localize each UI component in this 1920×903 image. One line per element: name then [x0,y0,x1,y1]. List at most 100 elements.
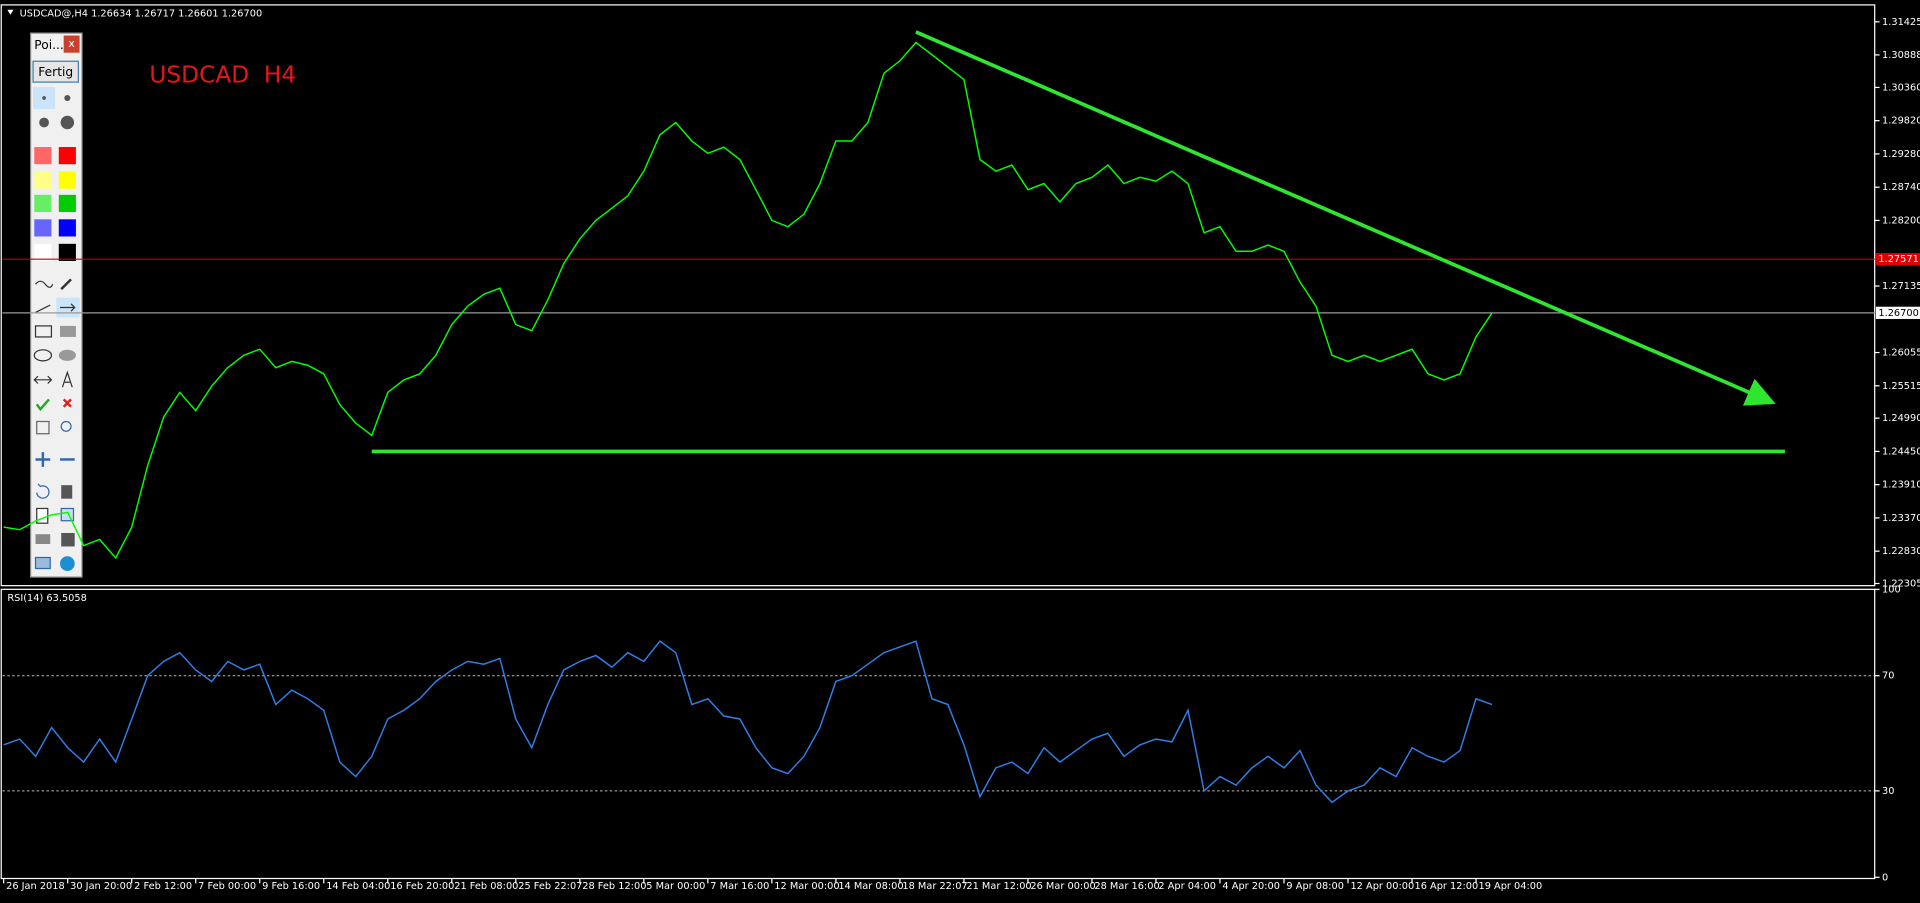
rsi-panel [0,588,1876,880]
tool-info[interactable] [60,556,75,571]
tool-print[interactable] [35,534,51,545]
tool-new[interactable] [36,507,49,524]
y-tick-label: 1.24450 [1882,446,1920,457]
x-tick-label: 16 Feb 20:00 [390,881,454,892]
toolbox: Poi... x Fertig [30,32,83,578]
x-tick-label: 28 Mar 16:00 [1094,881,1159,892]
x-tick-label: 26 Jan 2018 [6,881,65,892]
close-button[interactable] [63,35,80,53]
series-line [3,41,1493,560]
tool-ellipse-fill[interactable] [58,349,76,361]
x-tick-label: 18 Mar 22:07 [902,881,967,892]
x-tick-label: 21 Feb 08:00 [454,881,518,892]
series-line [3,640,1493,804]
y-tick-label: 1.28740 [1882,182,1920,193]
x-tick-label: 19 Apr 04:00 [1478,881,1542,892]
tool-line[interactable] [35,304,51,313]
x-tick-label: 2 Apr 04:00 [1158,881,1216,892]
y-tick-label: 1.29280 [1882,149,1920,160]
y-tick-label: 30 [1882,786,1894,797]
tool-rect-fill[interactable] [60,325,76,337]
color[interactable] [58,194,76,212]
tool-dot [42,96,46,100]
tool-freehand[interactable] [35,280,54,288]
x-tick-label: 7 Mar 16:00 [710,881,769,892]
x-tick-label: 7 Feb 00:00 [198,881,256,892]
y-tick-label: 1.30888 [1882,50,1920,61]
close-label: x [68,37,75,50]
tool-trash[interactable] [61,485,73,499]
color[interactable] [34,219,52,237]
price-tag-label: 1.27571 [1878,254,1918,265]
x-tick-label: 12 Mar 00:00 [774,881,839,892]
done-button[interactable] [32,60,79,83]
y-tick-label: 1.23370 [1882,513,1920,524]
x-tick-label: 9 Apr 08:00 [1286,881,1344,892]
color[interactable] [34,171,52,189]
y-tick-label: 1.29820 [1882,116,1920,127]
y-tick-label: 1.30360 [1882,82,1920,93]
tool-zoom[interactable] [60,420,72,432]
x-tick-label: 21 Mar 12:00 [966,881,1031,892]
y-tick-label: 1.23910 [1882,480,1920,491]
trend-line [915,30,1776,406]
tool-undo[interactable] [36,483,50,499]
y-tick-label: 1.22830 [1882,546,1920,557]
y-tick-label: 1.27135 [1882,281,1920,292]
tool-plus[interactable] [35,452,51,467]
tool-pen[interactable] [60,278,72,291]
color[interactable] [58,171,76,189]
x-tick-label: 30 Jan 20:00 [70,881,132,892]
price-tag [1875,306,1920,319]
tool-rect[interactable] [34,325,53,338]
color[interactable] [58,219,76,237]
x-tick-label: 5 Mar 00:00 [646,881,705,892]
price-tag-label: 1.26700 [1878,308,1918,319]
y-tick-label: 0 [1882,872,1888,883]
x-tick-label: 14 Mar 08:00 [838,881,903,892]
x-tick-label: 4 Apr 20:00 [1222,881,1280,892]
tool-measure[interactable] [33,375,53,384]
tool-ellipse[interactable] [33,349,53,362]
y-tick-label: 1.25515 [1882,381,1920,392]
color[interactable] [34,147,52,165]
y-tick-label: 100 [1882,584,1901,595]
y-tick-label: 1.31425 [1882,17,1920,28]
tool-screen[interactable] [34,556,51,570]
tool-dot[interactable] [64,94,71,102]
chart-title: USDCAD@,H4 1.26634 1.26717 1.26601 1.267… [20,8,263,19]
x-tick-label: 9 Feb 16:00 [262,881,320,892]
y-tick-label: 70 [1882,671,1894,682]
color[interactable] [34,194,52,212]
tool-check[interactable] [35,398,50,412]
x-tick-label: 28 Feb 12:00 [582,881,646,892]
color[interactable] [58,243,76,261]
x-tick-label: 25 Feb 22:07 [518,881,582,892]
menu-arrow[interactable] [7,9,14,15]
done-label: Fertig [38,65,73,79]
x-tick-label: 12 Apr 00:00 [1350,881,1414,892]
toolbox-title: Poi... [34,38,63,52]
y-tick-label: 1.24990 [1882,413,1920,424]
y-tick-label: 1.28200 [1882,215,1920,226]
rsi-title: RSI(14) 63.5058 [7,593,87,604]
tool-dot[interactable] [60,115,75,130]
x-tick-label: 26 Mar 00:00 [1030,881,1095,892]
tool-text[interactable] [61,370,73,388]
x-tick-label: 2 Feb 12:00 [134,881,192,892]
tool-dot[interactable] [39,117,49,128]
color[interactable] [34,243,52,261]
price-tag [1875,253,1920,266]
y-tick-label: 1.22305 [1882,579,1920,590]
price-panel [0,4,1876,587]
tool-arrow [60,303,76,312]
x-tick-label: 14 Feb 04:00 [326,881,390,892]
tool-cross[interactable] [62,398,72,408]
color[interactable] [58,147,76,165]
annotation: USDCAD H4 [149,61,296,88]
y-tick-label: 1.26055 [1882,348,1920,359]
tool-crop[interactable] [36,420,50,435]
tool-save[interactable] [61,532,75,547]
x-tick-label: 16 Apr 12:00 [1414,881,1478,892]
